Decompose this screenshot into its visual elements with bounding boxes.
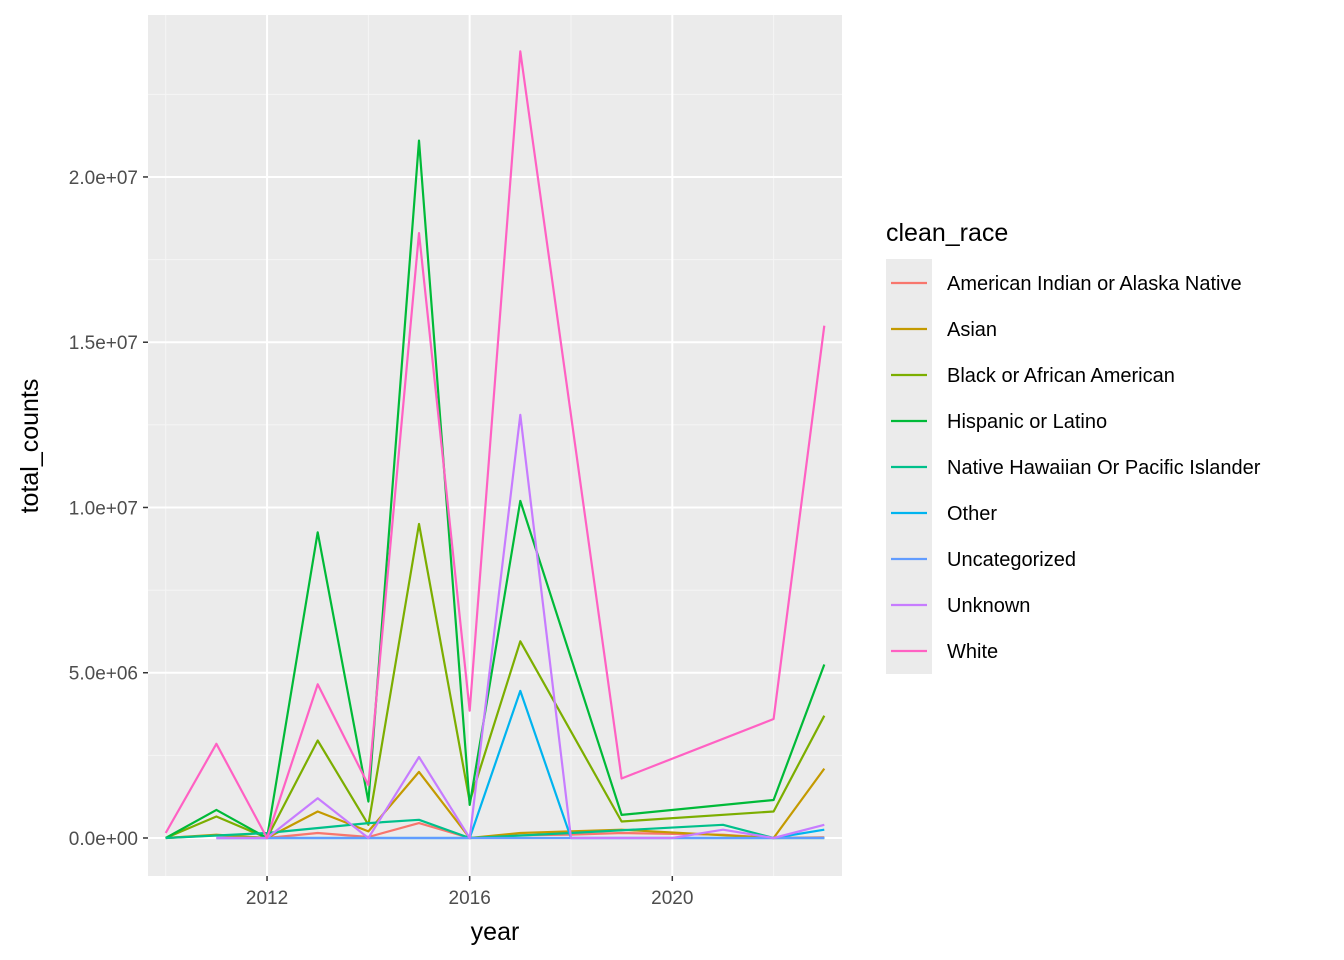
legend-label: Uncategorized <box>947 549 1076 571</box>
y-tick-label: 1.5e+07 <box>69 333 138 354</box>
series-line <box>164 50 826 840</box>
x-tick-label: 2016 <box>449 888 491 909</box>
legend-label: Other <box>947 503 997 525</box>
y-tick-label: 2.0e+07 <box>69 168 138 189</box>
y-axis: 0.0e+00 5.0e+06 1.0e+07 1.5e+07 2.0e+07 <box>69 168 148 850</box>
plot-panel <box>148 15 842 876</box>
legend-label: Hispanic or Latino <box>947 411 1107 433</box>
y-tick-label: 5.0e+06 <box>69 664 138 685</box>
x-tick-label: 2012 <box>246 888 288 909</box>
legend-label: White <box>947 641 998 663</box>
series-lines <box>164 50 826 840</box>
legend-items: American Indian or Alaska Native Asian Bla… <box>891 273 1261 663</box>
legend-label: Black or African American <box>947 365 1175 387</box>
y-axis-title: total_counts <box>16 379 44 514</box>
minor-gridlines <box>148 15 842 876</box>
x-axis-title: year <box>471 918 520 946</box>
y-tick-label: 1.0e+07 <box>69 498 138 519</box>
legend-label: Asian <box>947 319 997 341</box>
x-axis: 2012 2016 2020 <box>246 876 693 909</box>
legend-label: American Indian or Alaska Native <box>947 273 1242 295</box>
series-line <box>165 522 826 840</box>
series-line <box>165 139 826 840</box>
legend-label: Native Hawaiian Or Pacific Islander <box>947 457 1261 479</box>
legend-title: clean_race <box>886 219 1008 247</box>
legend-label: Unknown <box>947 595 1030 617</box>
y-tick-label: 0.0e+00 <box>69 829 138 850</box>
series-line <box>216 413 825 840</box>
x-tick-label: 2020 <box>651 888 693 909</box>
legend: clean_race American Indian or Alaska Nat… <box>886 219 1261 674</box>
